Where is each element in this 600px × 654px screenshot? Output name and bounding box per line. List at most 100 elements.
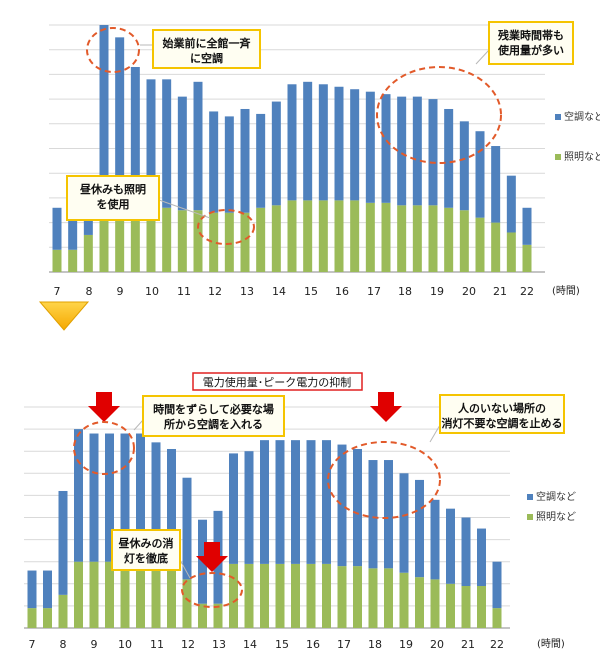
bar-aircon [428,99,438,206]
x-tick-label: 7 [54,285,61,298]
x-tick-label: 9 [91,638,98,651]
callout-overtime-box [488,21,574,65]
bar-lighting [491,222,501,272]
x-tick-label: 11 [177,285,191,298]
legend-label-aircon: 空調など [536,490,576,503]
highlight-circle-staggered-start [73,421,135,475]
bar-lighting [198,603,207,628]
bar-lighting [136,561,145,628]
bar-aircon [115,37,125,208]
bar-aircon [522,207,532,245]
bar-lighting [162,207,172,272]
bar-lighting [365,202,375,272]
bar-aircon [260,440,269,564]
bar-lighting [167,563,176,628]
x-tick-label: 14 [272,285,286,298]
x-tick-label: 12 [208,285,222,298]
bar-aircon [167,448,176,564]
bar-lighting [444,207,454,272]
bar-aircon [275,440,285,564]
callout-overtime-leader [475,49,490,65]
bar-aircon [27,570,37,609]
callout-morning-box [152,29,261,69]
bar-lighting [506,232,516,272]
legend-swatch-lighting [555,154,561,160]
bar-lighting [52,249,62,272]
bar-aircon [318,84,328,201]
bar-lighting [399,572,409,628]
transition-arrow-shape [38,301,90,331]
red-arrow-icon [196,542,228,572]
legend-swatch-aircon [555,114,561,120]
bar-lighting [256,207,266,272]
bar-lighting [334,200,344,272]
x-tick-label: 17 [337,638,351,651]
bar-aircon [99,25,109,206]
bar-aircon [58,490,68,595]
x-tick-label: 11 [150,638,164,651]
bar-lighting [291,563,300,628]
callout-evening-off-text: 人のいない場所の [458,401,546,415]
callout-lunch-off-text: 灯を徹底 [124,551,168,565]
bar-aircon [43,570,52,609]
bar-lighting [151,563,161,628]
x-tick-label: 14 [243,638,257,651]
chart2-title: 電力使用量･ピーク電力の抑制 [203,375,352,389]
bar-aircon [303,81,313,201]
bar-aircon [287,84,297,201]
x-axis-unit: (時間) [537,638,565,650]
bar-aircon [209,111,219,213]
callout-lunch-off-box [111,529,181,571]
bar-aircon [177,96,187,211]
x-tick-label: 9 [117,285,124,298]
bar-lighting [353,566,362,628]
bar-lighting [412,205,422,272]
x-tick-label: 13 [212,638,226,651]
bar-lighting [193,210,203,272]
bar-aircon [136,433,145,562]
bar-lighting [89,561,99,628]
x-tick-label: 8 [60,638,67,651]
bar-aircon [256,113,266,208]
callout-staggered-text: 所から空調を入れる [164,417,263,431]
callout-evening-off-text: 消灯不要な空調を止める [442,416,563,430]
bar-aircon [381,94,391,203]
bar-lighting [209,212,219,272]
highlight-circle-evening-off [327,441,441,519]
x-tick-label: 18 [368,638,382,651]
x-tick-label: 21 [461,638,475,651]
bar-aircon [475,131,485,218]
bar-lighting [415,577,424,628]
callout-morning-text: 始業前に全館一斉 [163,36,252,50]
bar-lighting [322,563,331,628]
bar-aircon [384,460,393,569]
bar-aircon [368,460,378,569]
callout-lunch-off-leader [179,559,191,579]
bar-lighting [384,568,393,628]
bar-aircon [68,207,78,250]
bar-aircon [193,81,203,211]
bar-lighting [475,217,485,272]
bar-lighting [350,200,360,272]
bar-aircon [240,108,250,213]
red-arrow-icon [88,392,120,422]
bar-aircon [52,207,62,250]
x-tick-label: 7 [29,638,36,651]
callout-lunch-box [66,175,160,221]
bar-aircon [162,79,172,208]
red-arrow-icon [370,392,402,422]
x-tick-label: 15 [304,285,318,298]
x-tick-label: 17 [367,285,381,298]
bar-aircon [271,101,281,206]
bar-aircon [229,453,238,564]
bar-lighting [287,200,297,272]
bar-aircon [397,96,407,206]
bar-lighting [337,566,347,628]
bar-aircon [224,116,234,213]
bar-lighting [430,579,440,628]
callout-lunch-text: を使用 [97,197,130,211]
bar-aircon [350,89,360,201]
bar-lighting [459,210,469,272]
bar-lighting [306,563,316,628]
